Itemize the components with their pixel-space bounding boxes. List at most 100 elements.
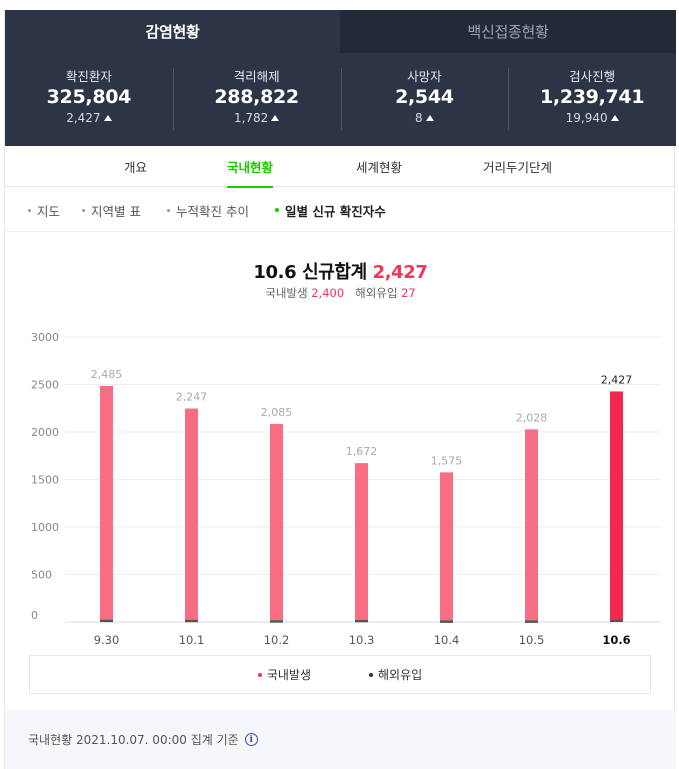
- covid-status-widget: 감염현황 백신접종현황 확진환자 325,804 2,427 격리해제 288,…: [4, 10, 676, 769]
- legend-label: 해외유입: [378, 668, 423, 682]
- chart-subtitle: 국내발생 2,400 해외유입 27: [5, 285, 676, 301]
- chart-legend: 국내발생 해외유입: [29, 655, 651, 694]
- tab-distancing-level[interactable]: 거리두기단계: [483, 160, 553, 175]
- stat-delta-value: 1,782: [233, 111, 269, 125]
- y-tick-label: 2500: [31, 379, 59, 392]
- stat-delta: 19,940: [566, 111, 619, 125]
- stat-value: 1,239,741: [539, 86, 645, 108]
- chart-filter-row: 지도 지역별 표 누적확진 추이 일별 신규 확진자수: [5, 188, 676, 232]
- stat-released: 격리해제 288,822 1,782: [172, 53, 341, 146]
- filter-map[interactable]: 지도: [28, 188, 60, 232]
- arrow-up-icon: [610, 115, 619, 121]
- tab-domestic[interactable]: 국내현황: [227, 146, 274, 188]
- stat-label: 사망자: [407, 69, 442, 84]
- filter-label: 누적확진 추이: [176, 203, 249, 219]
- bar-overseas: [355, 619, 368, 623]
- filter-label: 일별 신규 확진자수: [285, 203, 386, 219]
- x-tick-label: 9.30: [94, 633, 120, 647]
- bar-overseas: [185, 619, 198, 623]
- stat-label: 확진환자: [65, 69, 112, 84]
- bar-domestic: [610, 391, 623, 620]
- legend-overseas: 해외유입: [369, 666, 422, 683]
- stat-value: 2,544: [395, 86, 454, 108]
- overseas-label: 해외유입: [355, 286, 398, 300]
- bar-value-label: 2,485: [91, 368, 123, 381]
- stats-panel: 확진환자 325,804 2,427 격리해제 288,822 1,782 사망…: [5, 53, 676, 146]
- chart-title-text: 10.6 신규합계: [253, 262, 367, 283]
- x-tick-label: 10.6: [602, 633, 630, 647]
- x-tick-label: 10.2: [264, 633, 290, 647]
- y-tick-label: 1500: [31, 474, 59, 487]
- stat-label: 격리해제: [233, 69, 280, 84]
- stat-delta: 8: [415, 111, 434, 125]
- stat-delta: 1,782: [233, 111, 280, 125]
- bar-value-label: 2,085: [261, 406, 293, 419]
- stat-testing: 검사진행 1,239,741 19,940: [508, 53, 676, 146]
- legend-label: 국내발생: [266, 668, 311, 682]
- tab-world[interactable]: 세계현황: [356, 160, 403, 175]
- bar-value-label: 1,672: [346, 445, 378, 458]
- sub-tabs: 개요 국내현황 세계현황 거리두기단계: [5, 146, 676, 188]
- legend-dot-icon: [369, 672, 373, 677]
- stat-delta-value: 19,940: [565, 111, 608, 125]
- bar-domestic: [525, 429, 538, 621]
- x-tick-label: 10.1: [179, 633, 205, 647]
- stat-deaths: 사망자 2,544 8: [340, 53, 509, 146]
- bar-domestic: [185, 408, 198, 620]
- footer-text: 국내현황 2021.10.07. 00:00 집계 기준: [28, 733, 239, 747]
- legend-domestic: 국내발생: [257, 666, 311, 683]
- bar-domestic: [440, 472, 453, 621]
- bullet-icon: [28, 208, 31, 212]
- y-tick-label: 500: [31, 569, 52, 582]
- filter-region-table[interactable]: 지역별 표: [82, 188, 141, 232]
- chart-total: 2,427: [372, 262, 428, 283]
- x-tick-label: 10.4: [434, 633, 460, 647]
- bar-overseas: [100, 619, 113, 623]
- bar-domestic: [270, 423, 283, 621]
- x-tick-label: 10.5: [519, 633, 545, 647]
- stat-label: 검사진행: [569, 69, 616, 84]
- y-tick-label: 2000: [31, 426, 59, 439]
- stat-delta-value: 8: [415, 111, 423, 125]
- top-tabs: 감염현황 백신접종현황: [5, 10, 676, 53]
- domestic-value: 2,400: [311, 286, 345, 300]
- bullet-icon: [167, 208, 170, 212]
- filter-label: 지역별 표: [91, 203, 141, 219]
- arrow-up-icon: [103, 115, 112, 121]
- bar-overseas: [270, 620, 283, 623]
- stat-delta-value: 2,427: [66, 111, 101, 125]
- tab-overview[interactable]: 개요: [124, 160, 148, 175]
- stat-delta: 2,427: [66, 111, 112, 125]
- arrow-up-icon: [271, 115, 280, 121]
- bullet-icon: [275, 208, 279, 212]
- bar-value-label: 2,427: [601, 373, 633, 386]
- bar-overseas: [525, 620, 538, 623]
- bar-value-label: 2,028: [516, 411, 548, 424]
- bar-overseas: [440, 620, 453, 623]
- filter-label: 지도: [37, 203, 61, 219]
- bar-value-label: 1,575: [431, 454, 463, 467]
- x-tick-label: 10.3: [349, 633, 375, 647]
- arrow-up-icon: [425, 115, 434, 121]
- bullet-icon: [82, 208, 85, 212]
- chart-title: 10.6 신규합계 2,427: [5, 258, 676, 284]
- y-tick-label: 0: [31, 609, 38, 622]
- stat-value: 288,822: [214, 86, 299, 108]
- legend-dot-icon: [257, 672, 262, 677]
- bar-overseas: [610, 619, 623, 622]
- bar-domestic: [355, 463, 368, 620]
- bar-domestic: [100, 385, 113, 620]
- y-tick-label: 3000: [31, 331, 59, 344]
- info-icon[interactable]: i: [244, 733, 258, 746]
- domestic-label: 국내발생: [265, 286, 308, 300]
- overseas-value: 27: [401, 286, 416, 300]
- footer-note: 국내현황 2021.10.07. 00:00 집계 기준 i: [5, 710, 676, 769]
- tab-vaccination-status[interactable]: 백신접종현황: [340, 10, 676, 53]
- filter-daily-new[interactable]: 일별 신규 확진자수: [275, 188, 386, 232]
- stat-value: 325,804: [46, 86, 132, 108]
- tab-infection-status[interactable]: 감염현황: [5, 10, 340, 53]
- stat-confirmed: 확진환자 325,804 2,427: [5, 53, 173, 146]
- y-tick-label: 1000: [31, 521, 59, 534]
- filter-cumulative-trend[interactable]: 누적확진 추이: [167, 188, 249, 232]
- bar-value-label: 2,247: [176, 391, 208, 404]
